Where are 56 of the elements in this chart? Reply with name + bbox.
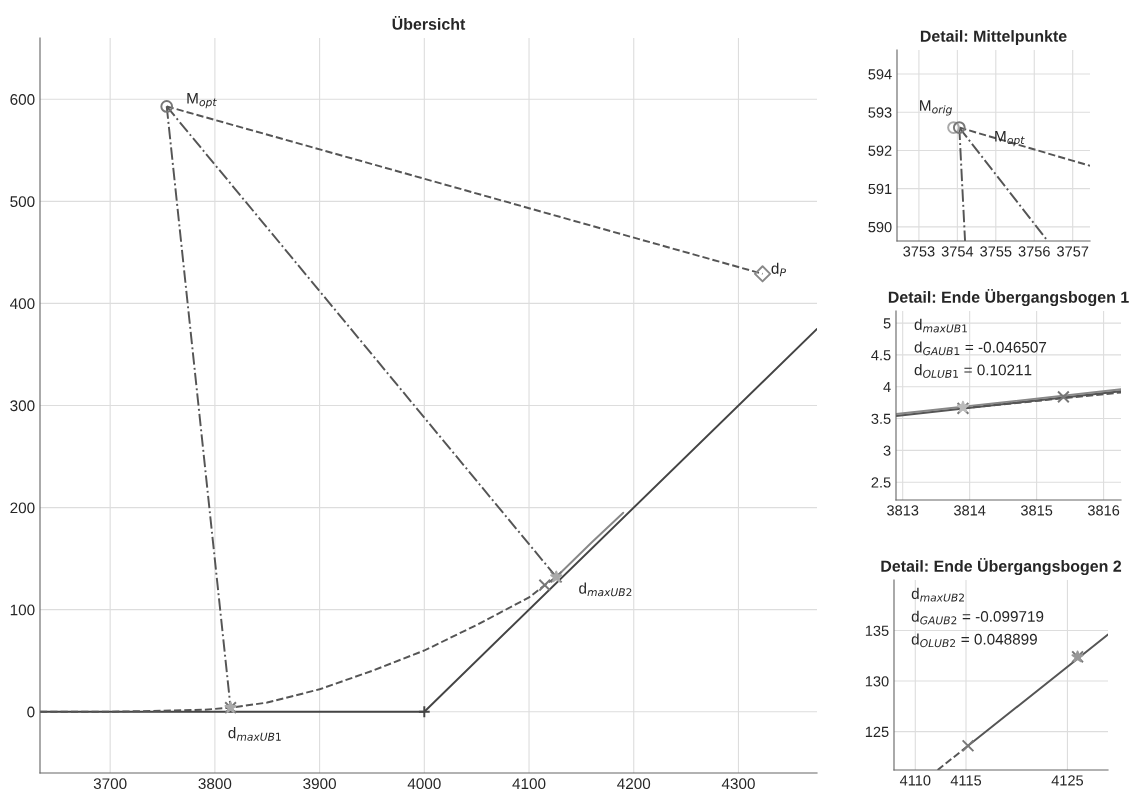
- y-tick-label: 130: [865, 676, 889, 687]
- x-tick-label: 4115: [950, 775, 982, 786]
- annotation: d$_{maxUB1}$: [228, 727, 281, 741]
- y-tick-label: 590: [868, 221, 892, 233]
- annotation: d$_{P}$: [771, 262, 786, 277]
- x-tick-label: 3813: [887, 505, 919, 516]
- annotation: d$_{OLUB1}$ = 0.10211: [914, 364, 1032, 378]
- y-tick-label: 600: [10, 94, 35, 105]
- annotation: d$_{OLUB2}$ = 0.048899: [911, 633, 1037, 648]
- x-tick-label: 4100: [512, 778, 546, 790]
- annotation: d$_{maxUB1}$: [914, 318, 967, 333]
- x-tick-label: 3816: [1087, 505, 1120, 516]
- x-tick-label: 4125: [1051, 775, 1084, 786]
- annotation: d$_{GAUB1}$ = -0.046507: [914, 341, 1047, 356]
- y-tick-label: 5: [883, 318, 891, 329]
- y-tick-label: 500: [10, 196, 35, 208]
- x-tick-label: 3800: [198, 778, 232, 790]
- x-tick-label: 3753: [903, 246, 935, 257]
- y-tick-label: 125: [865, 726, 889, 738]
- chart-title: Detail: Ende Übergangsbogen 2: [881, 558, 1122, 576]
- annotation: d$_{GAUB2}$ = -0.099719: [911, 610, 1044, 625]
- annotation: d$_{maxUB2}$: [579, 582, 632, 597]
- y-tick-label: 100: [10, 604, 35, 616]
- chart-title: Übersicht: [392, 16, 466, 30]
- y-tick-label: 591: [868, 183, 892, 195]
- annotation: M$_{opt}$: [187, 93, 217, 109]
- x-tick-label: 3814: [954, 505, 986, 516]
- y-tick-label: 4: [883, 381, 891, 393]
- y-tick-label: 594: [868, 69, 892, 80]
- chart-title: Detail: Ende Übergangsbogen 1: [888, 289, 1129, 307]
- x-tick-label: 3757: [1057, 246, 1089, 257]
- y-tick-label: 3.5: [871, 413, 891, 424]
- x-tick-label: 3756: [1018, 246, 1050, 257]
- x-tick-label: 4000: [407, 778, 441, 790]
- annotation: d$_{maxUB2}$: [911, 587, 964, 602]
- x-tick-label: 3815: [1020, 505, 1053, 516]
- y-tick-label: 300: [10, 400, 35, 412]
- chart-title: Detail: Mittelpunkte: [920, 30, 1067, 45]
- x-tick-label: 3700: [93, 778, 127, 790]
- x-tick-label: 3755: [980, 246, 1012, 257]
- y-tick-label: 3: [883, 445, 891, 456]
- y-tick-label: 2.5: [871, 477, 891, 488]
- x-tick-label: 4200: [617, 778, 651, 790]
- x-tick-label: 4300: [721, 778, 755, 790]
- y-tick-label: 400: [10, 298, 35, 310]
- y-tick-label: 135: [865, 625, 889, 636]
- x-tick-label: 3900: [303, 778, 336, 790]
- y-tick-label: 593: [868, 107, 892, 118]
- y-tick-label: 200: [10, 502, 35, 514]
- y-tick-label: 0: [27, 706, 35, 718]
- x-tick-label: 3754: [941, 246, 974, 257]
- y-tick-label: 4.5: [871, 350, 891, 361]
- y-tick-label: 592: [868, 145, 892, 156]
- annotation: M$_{orig}$: [920, 100, 952, 116]
- x-tick-label: 4110: [899, 775, 931, 786]
- annotation: M$_{opt}$: [995, 130, 1025, 147]
